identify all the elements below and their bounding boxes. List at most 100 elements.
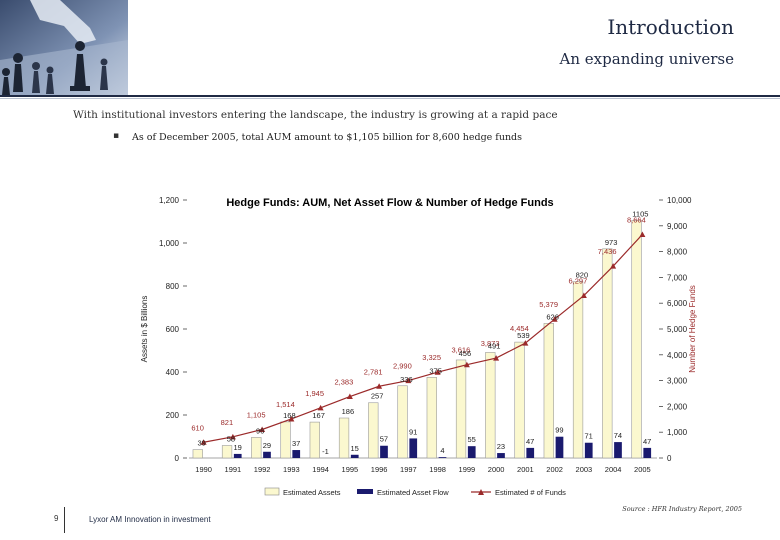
legend-swatch-assets [264, 487, 280, 496]
flow-label-1998: 4 [440, 446, 444, 455]
legend-label-funds: Estimated # of Funds [495, 488, 566, 497]
funds-marker-1992 [259, 426, 266, 432]
legend-label-assets: Estimated Assets [283, 488, 341, 497]
x-tick-label: 1998 [429, 465, 446, 474]
funds-marker-2001 [522, 340, 529, 346]
chart-title: Hedge Funds: AUM, Net Asset Flow & Numbe… [226, 197, 553, 209]
funds-label-1994: 1,945 [305, 389, 324, 398]
flow-label-1997: 91 [409, 427, 417, 436]
y-tick-label: 400 [166, 368, 180, 377]
assets-label-2002: 626 [546, 312, 559, 321]
funds-label-1998: 3,325 [422, 353, 441, 362]
flow-label-1994: -1 [322, 447, 329, 456]
legend-marker-funds [478, 489, 484, 495]
funds-marker-2002 [551, 316, 558, 322]
bar-assets-2002 [543, 323, 554, 459]
bar-flow-1998 [438, 457, 447, 458]
y2-tick-label: 0 [667, 454, 672, 463]
funds-marker-1999 [463, 361, 470, 368]
bar-flow-1992 [263, 451, 271, 458]
flow-label-1991: 19 [234, 443, 242, 452]
bar-flow-1991 [233, 453, 242, 458]
y-tick-label: 600 [166, 325, 180, 334]
funds-label-1996: 2,781 [364, 367, 383, 376]
funds-label-1999: 3,616 [451, 346, 470, 355]
funds-label-1990: 610 [191, 423, 204, 432]
y-tick-label: 1,200 [159, 196, 180, 205]
assets-label-1993: 168 [283, 411, 296, 420]
bar-assets-2004 [602, 248, 613, 459]
assets-label-1990: 39 [197, 439, 205, 448]
bar-assets-1994 [309, 421, 320, 459]
y2-tick-label: 1,000 [667, 428, 688, 437]
assets-label-1992: 96 [256, 426, 264, 435]
bar-flow-1993 [292, 450, 301, 458]
x-tick-label: 2004 [605, 465, 622, 474]
footer-divider [64, 507, 65, 533]
funds-label-2000: 3,873 [481, 339, 500, 348]
bar-flow-2000 [497, 453, 505, 458]
funds-label-1992: 1,105 [247, 410, 266, 419]
x-tick-label: 1992 [254, 465, 271, 474]
source-note: Source : HFR Industry Report, 2005 [622, 505, 742, 513]
flow-label-1999: 55 [468, 435, 476, 444]
bar-assets-2005 [631, 220, 642, 459]
flow-label-2002: 99 [555, 426, 563, 435]
bar-assets-1996 [368, 402, 379, 459]
funds-marker-1997 [405, 377, 412, 384]
bar-assets-1995 [338, 417, 350, 459]
y2-tick-label: 6,000 [667, 299, 688, 308]
assets-label-1991: 58 [227, 435, 235, 444]
funds-marker-2000 [493, 355, 500, 361]
x-tick-label: 2005 [634, 465, 651, 474]
hedge-fund-chart: Hedge Funds: AUM, Net Asset Flow & Numbe… [140, 196, 697, 497]
funds-marker-1990 [200, 439, 207, 445]
flow-label-1995: 15 [351, 444, 359, 453]
funds-line [203, 234, 643, 443]
x-tick-label: 1996 [371, 465, 388, 474]
funds-label-2005: 8,664 [627, 215, 646, 224]
y-axis-label: Assets in $ Billions [140, 296, 149, 363]
funds-label-1997: 2,990 [393, 362, 412, 371]
x-tick-label: 2003 [576, 465, 593, 474]
funds-label-2001: 4,454 [510, 324, 529, 333]
y2-tick-label: 10,000 [667, 196, 692, 205]
bar-assets-2000 [485, 352, 496, 459]
bar-flow-2002 [555, 436, 564, 458]
bullet-text: As of December 2005, total AUM amount to… [132, 132, 523, 143]
page-title: Introduction [607, 15, 734, 39]
x-tick-label: 1993 [283, 465, 300, 474]
bar-flow-1996 [380, 445, 388, 458]
y2-axis-label: Number of Hedge Funds [688, 285, 697, 373]
assets-label-1995: 186 [342, 407, 355, 416]
funds-label-1991: 821 [221, 418, 234, 427]
funds-marker-1991 [229, 433, 236, 440]
flow-label-1992: 29 [263, 441, 271, 450]
bar-assets-2001 [514, 341, 525, 459]
x-tick-label: 1990 [195, 465, 212, 474]
header-divider-light [0, 98, 780, 99]
assets-label-1994: 167 [312, 411, 325, 420]
funds-marker-1998 [434, 369, 441, 375]
funds-marker-1996 [376, 383, 383, 389]
x-tick-label: 1997 [400, 465, 417, 474]
bullet-icon: ▪ [113, 131, 120, 141]
bar-assets-1990 [192, 449, 203, 459]
assets-label-1997: 336 [400, 375, 413, 384]
bar-flow-2001 [526, 447, 535, 458]
y-tick-label: 200 [166, 411, 180, 420]
bar-flow-1997 [409, 438, 418, 458]
header-divider [0, 95, 780, 97]
page-subtitle: An expanding universe [559, 50, 734, 68]
bar-flow-1995 [350, 454, 359, 458]
y2-tick-label: 2,000 [667, 402, 688, 411]
flow-label-2003: 71 [585, 432, 593, 441]
funds-marker-2003 [580, 292, 587, 299]
bar-assets-1999 [455, 359, 467, 459]
y2-tick-label: 9,000 [667, 222, 688, 231]
x-tick-label: 2001 [517, 465, 534, 474]
chess-pieces-photo-icon [0, 0, 128, 95]
bar-assets-1998 [426, 377, 437, 459]
bar-assets-2003 [572, 281, 584, 459]
funds-label-2002: 5,379 [539, 300, 558, 309]
